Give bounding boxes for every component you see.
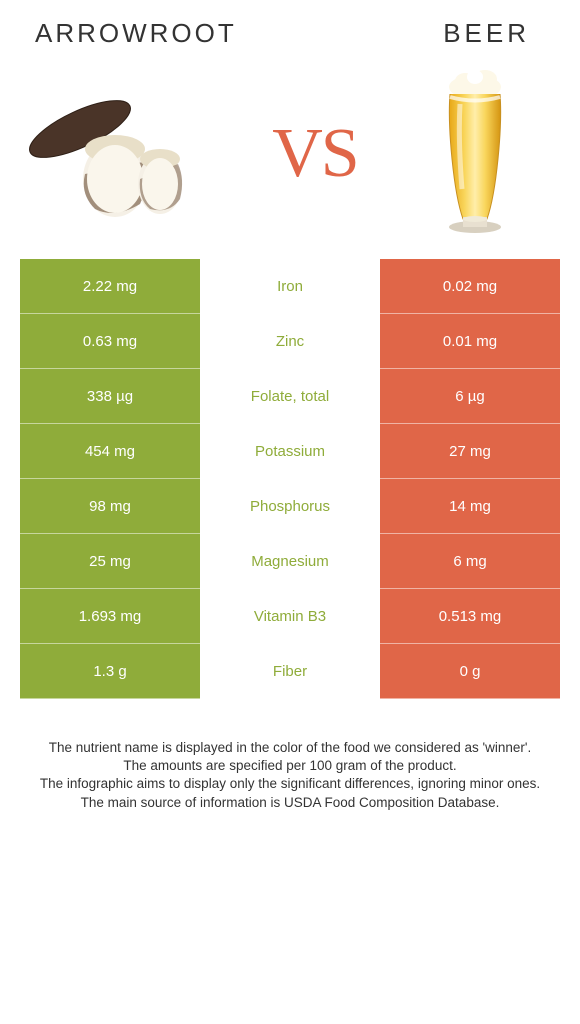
table-row: 1.3 gFiber0 g <box>20 644 560 699</box>
comparison-table: 2.22 mgIron0.02 mg0.63 mgZinc0.01 mg338 … <box>20 259 560 699</box>
right-value: 6 mg <box>380 534 560 589</box>
nutrient-name: Iron <box>200 259 380 314</box>
table-row: 0.63 mgZinc0.01 mg <box>20 314 560 369</box>
footer-notes: The nutrient name is displayed in the co… <box>0 699 580 812</box>
nutrient-name: Vitamin B3 <box>200 589 380 644</box>
footer-line: The infographic aims to display only the… <box>20 775 560 793</box>
table-row: 98 mgPhosphorus14 mg <box>20 479 560 534</box>
table-row: 338 µgFolate, total6 µg <box>20 369 560 424</box>
footer-line: The nutrient name is displayed in the co… <box>20 739 560 757</box>
left-value: 454 mg <box>20 424 200 479</box>
nutrient-name: Fiber <box>200 644 380 699</box>
right-value: 14 mg <box>380 479 560 534</box>
right-value: 0.02 mg <box>380 259 560 314</box>
images-row: VS <box>0 59 580 259</box>
nutrient-name: Potassium <box>200 424 380 479</box>
nutrient-name: Phosphorus <box>200 479 380 534</box>
nutrient-name: Folate, total <box>200 369 380 424</box>
right-value: 0 g <box>380 644 560 699</box>
left-value: 2.22 mg <box>20 259 200 314</box>
left-title: ARROWROOT <box>35 18 237 49</box>
left-value: 98 mg <box>20 479 200 534</box>
beer-image <box>430 69 520 239</box>
arrowroot-image <box>20 84 200 224</box>
right-value: 27 mg <box>380 424 560 479</box>
table-row: 2.22 mgIron0.02 mg <box>20 259 560 314</box>
table-row: 25 mgMagnesium6 mg <box>20 534 560 589</box>
left-value: 1.693 mg <box>20 589 200 644</box>
nutrient-name: Magnesium <box>200 534 380 589</box>
left-value: 25 mg <box>20 534 200 589</box>
left-value: 338 µg <box>20 369 200 424</box>
right-value: 0.01 mg <box>380 314 560 369</box>
left-value: 1.3 g <box>20 644 200 699</box>
right-value: 0.513 mg <box>380 589 560 644</box>
footer-line: The amounts are specified per 100 gram o… <box>20 757 560 775</box>
right-title: BEER <box>443 18 530 49</box>
footer-line: The main source of information is USDA F… <box>20 794 560 812</box>
right-value: 6 µg <box>380 369 560 424</box>
header-row: ARROWROOT BEER <box>0 0 580 59</box>
vs-text: VS <box>272 114 357 194</box>
table-row: 1.693 mgVitamin B30.513 mg <box>20 589 560 644</box>
table-row: 454 mgPotassium27 mg <box>20 424 560 479</box>
left-value: 0.63 mg <box>20 314 200 369</box>
nutrient-name: Zinc <box>200 314 380 369</box>
